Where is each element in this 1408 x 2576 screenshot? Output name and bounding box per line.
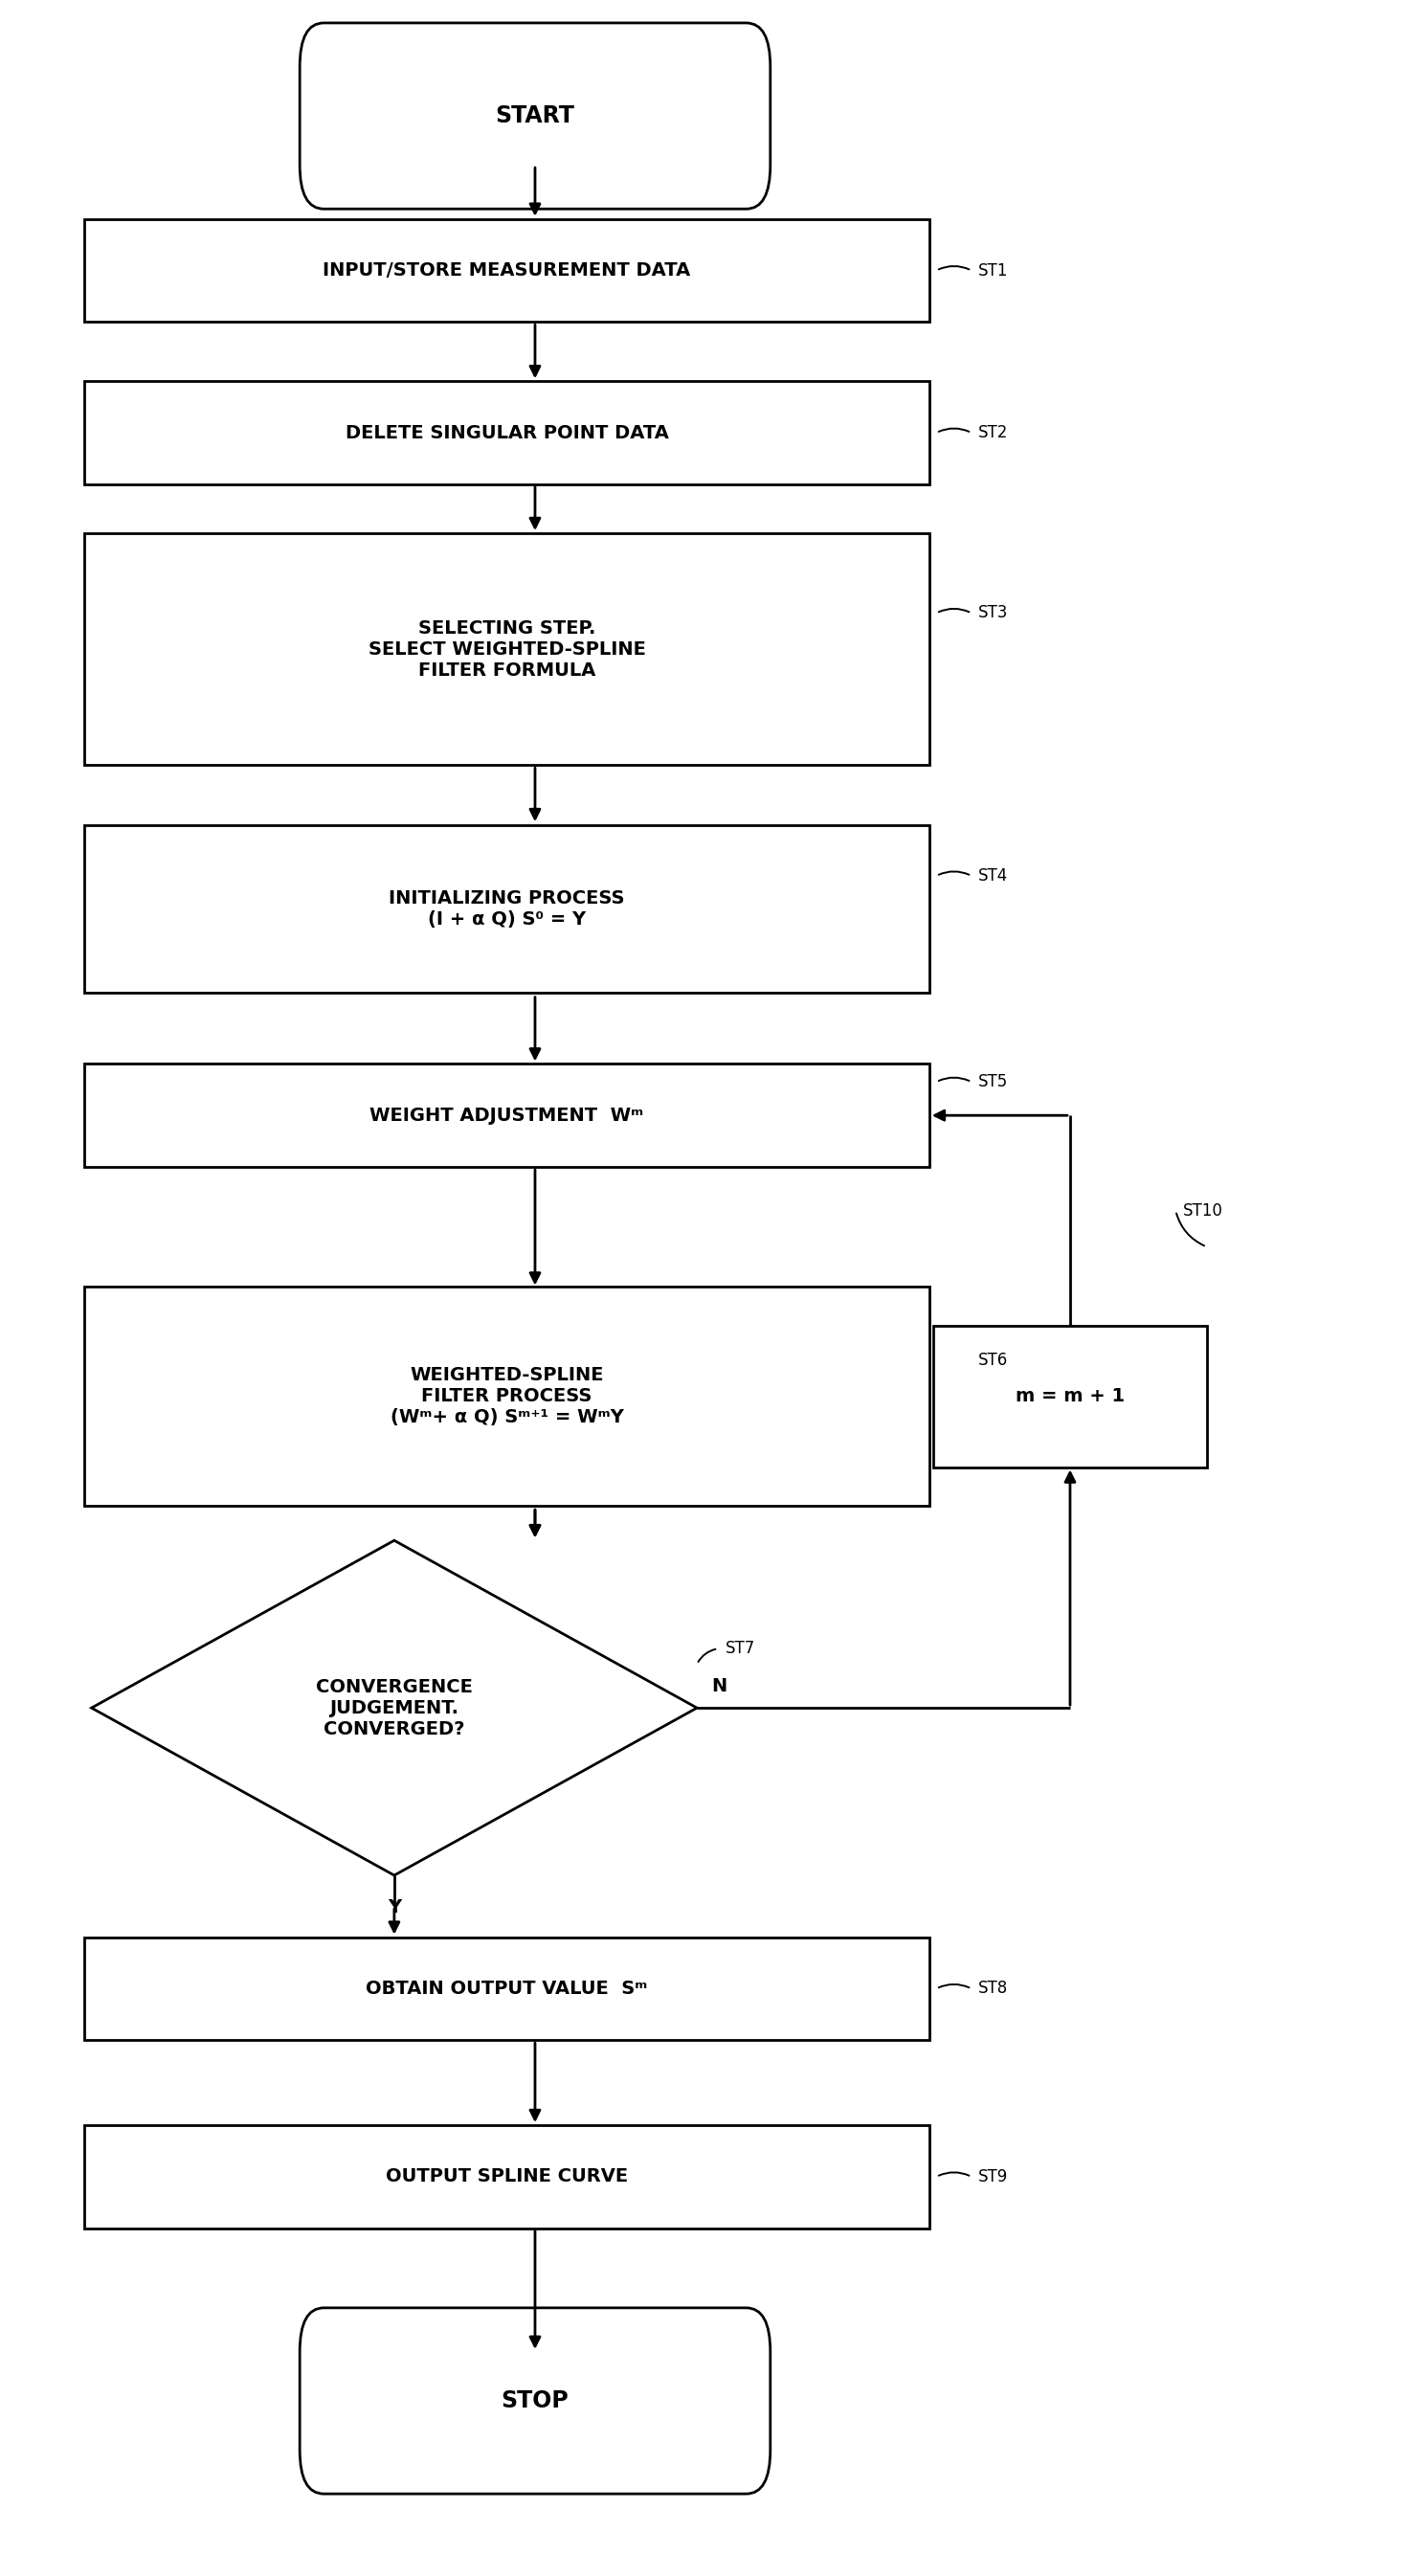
Text: ST9: ST9 <box>979 2169 1008 2184</box>
Bar <box>84 2125 929 2228</box>
Text: ST6: ST6 <box>979 1352 1008 1368</box>
Bar <box>84 533 929 765</box>
Text: CONVERGENCE
JUDGEMENT.
CONVERGED?: CONVERGENCE JUDGEMENT. CONVERGED? <box>315 1677 473 1739</box>
Text: ST5: ST5 <box>979 1074 1008 1090</box>
Text: SELECTING STEP.
SELECT WEIGHTED-SPLINE
FILTER FORMULA: SELECTING STEP. SELECT WEIGHTED-SPLINE F… <box>367 618 646 680</box>
Text: OUTPUT SPLINE CURVE: OUTPUT SPLINE CURVE <box>386 2166 628 2187</box>
Text: ST1: ST1 <box>979 263 1008 278</box>
FancyBboxPatch shape <box>300 2308 770 2494</box>
Text: START: START <box>496 106 574 126</box>
Polygon shape <box>92 1540 697 1875</box>
Bar <box>84 219 929 322</box>
Text: ST3: ST3 <box>979 605 1008 621</box>
Text: m = m + 1: m = m + 1 <box>1015 1386 1125 1406</box>
Text: WEIGHT ADJUSTMENT  Wᵐ: WEIGHT ADJUSTMENT Wᵐ <box>370 1105 643 1126</box>
Text: STOP: STOP <box>501 2391 569 2411</box>
Bar <box>84 1937 929 2040</box>
Text: WEIGHTED-SPLINE
FILTER PROCESS
(Wᵐ+ α Q) Sᵐ⁺¹ = WᵐY: WEIGHTED-SPLINE FILTER PROCESS (Wᵐ+ α Q)… <box>390 1365 624 1427</box>
Text: ST10: ST10 <box>1183 1203 1222 1218</box>
Text: INPUT/STORE MEASUREMENT DATA: INPUT/STORE MEASUREMENT DATA <box>322 260 691 281</box>
Text: ST7: ST7 <box>725 1641 755 1656</box>
Text: DELETE SINGULAR POINT DATA: DELETE SINGULAR POINT DATA <box>345 422 669 443</box>
Text: ST8: ST8 <box>979 1981 1008 1996</box>
Bar <box>84 1285 929 1504</box>
Text: N: N <box>711 1677 727 1695</box>
Text: ST2: ST2 <box>979 425 1008 440</box>
Bar <box>932 1324 1207 1468</box>
FancyBboxPatch shape <box>300 23 770 209</box>
Bar <box>84 1064 929 1167</box>
Bar <box>84 827 929 992</box>
Text: INITIALIZING PROCESS
(I + α Q) S⁰ = Y: INITIALIZING PROCESS (I + α Q) S⁰ = Y <box>389 889 625 930</box>
Text: ST4: ST4 <box>979 868 1008 884</box>
Bar <box>84 381 929 484</box>
Text: OBTAIN OUTPUT VALUE  Sᵐ: OBTAIN OUTPUT VALUE Sᵐ <box>366 1978 648 1999</box>
Text: Y: Y <box>387 1899 401 1917</box>
